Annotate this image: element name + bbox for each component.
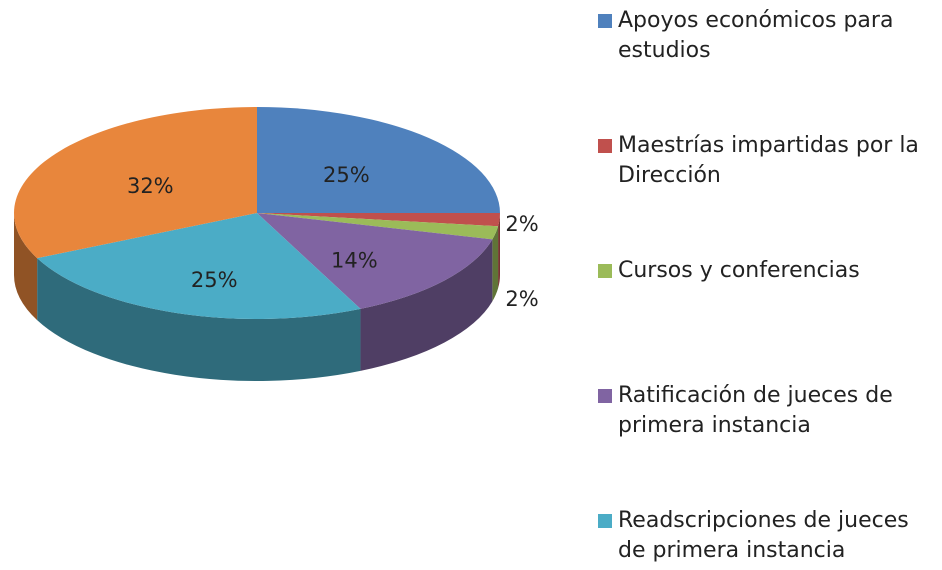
- slice: [257, 213, 499, 240]
- legend-label: Cursos y conferencias: [618, 258, 860, 283]
- slice-side: [498, 213, 500, 289]
- slice: [37, 213, 361, 319]
- data-label: 25%: [323, 163, 370, 187]
- slice: [13, 107, 257, 259]
- data-label: 2%: [505, 212, 538, 236]
- legend-label: Readscripciones de jueces de primera ins…: [618, 508, 909, 563]
- slice-side: [360, 239, 493, 371]
- data-label: 2%: [505, 287, 538, 311]
- legend-label: Ratificación de jueces de primera instan…: [618, 383, 893, 438]
- slice-side: [14, 213, 38, 321]
- legend-label: Maestrías impartidas por la Dirección: [618, 133, 919, 188]
- pie-sides: [14, 213, 500, 381]
- legend-swatch: [598, 389, 612, 403]
- data-label: 25%: [191, 268, 238, 292]
- legend-item: Apoyos económicos para estudios: [598, 6, 928, 66]
- legend-item: Maestrías impartidas por la Dirección: [598, 131, 928, 191]
- slice: [257, 107, 500, 213]
- legend-swatch: [598, 264, 612, 278]
- slice: [257, 213, 500, 227]
- legend-item: Ratificación de jueces de primera instan…: [598, 381, 928, 441]
- legend-item: Cursos y conferencias: [598, 256, 928, 286]
- data-label: 32%: [127, 174, 174, 198]
- slice-side: [37, 258, 361, 381]
- legend-swatch: [598, 139, 612, 153]
- data-label: 14%: [331, 249, 378, 273]
- legend-swatch: [598, 514, 612, 528]
- legend-item: Readscripciones de jueces de primera ins…: [598, 506, 928, 566]
- legend-swatch: [598, 14, 612, 28]
- legend-label: Apoyos económicos para estudios: [618, 8, 894, 63]
- slice: [257, 213, 493, 309]
- slice-side: [492, 226, 499, 302]
